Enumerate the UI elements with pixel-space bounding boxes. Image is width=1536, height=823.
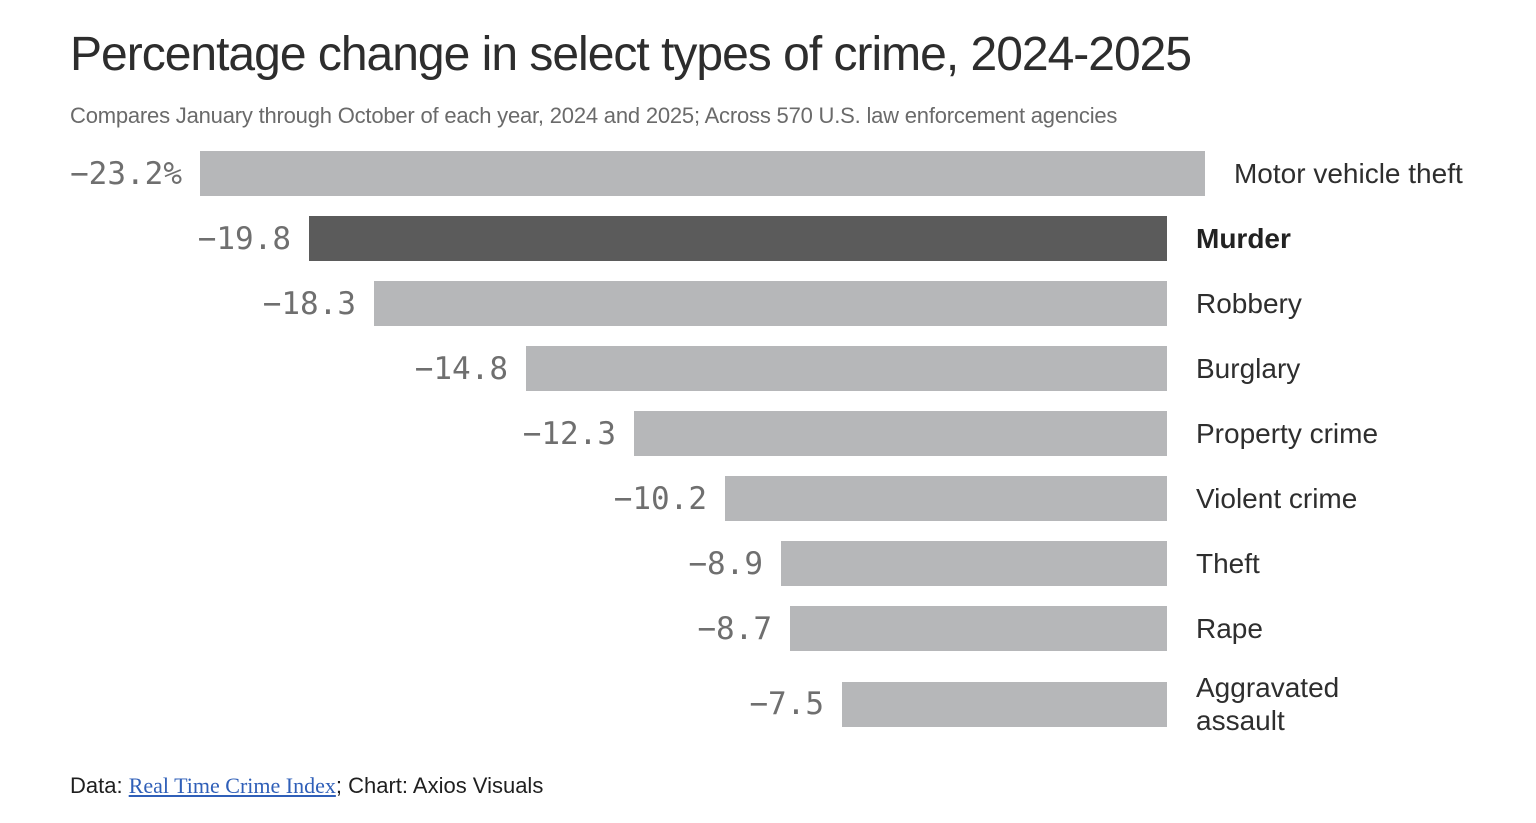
bar <box>199 151 1205 197</box>
bar-category-label: Theft <box>1196 548 1260 580</box>
bar-row: −12.3 Property crime <box>70 401 1490 466</box>
bar <box>842 681 1167 727</box>
bar-value-label: −8.7 <box>697 610 772 647</box>
source-link[interactable]: Real Time Crime Index <box>128 773 336 799</box>
bar <box>781 541 1167 587</box>
bar-category-label: Property crime <box>1196 418 1379 450</box>
footer-credit: ; Chart: Axios Visuals <box>335 773 544 799</box>
bar <box>526 346 1167 392</box>
bar-category-label: Murder <box>1196 223 1291 255</box>
bar-row: −18.3 Robbery <box>70 271 1490 336</box>
bar-category-label: Motor vehicle theft <box>1233 158 1463 190</box>
chart-title: Percentage change in select types of cri… <box>70 28 1192 81</box>
bar-row: −23.2% Motor vehicle theft <box>70 141 1490 206</box>
bar-value-label: −7.5 <box>749 686 824 723</box>
bar-row: −7.5 Aggravated assault <box>70 661 1490 747</box>
bar-value-label: −14.8 <box>414 350 508 387</box>
bar-category-label: Violent crime <box>1196 483 1358 515</box>
bar <box>725 476 1167 522</box>
bar-row: −14.8 Burglary <box>70 336 1490 401</box>
bar-row: −10.2 Violent crime <box>70 466 1490 531</box>
bar-category-label: Burglary <box>1196 353 1301 385</box>
bar-row: −8.7 Rape <box>70 596 1490 661</box>
bar-value-label: −8.9 <box>688 545 763 582</box>
chart-subtitle: Compares January through October of each… <box>70 102 1118 128</box>
bar-value-label: −10.2 <box>613 480 707 517</box>
bar-category-label: Robbery <box>1196 288 1302 320</box>
bar-row: −8.9 Theft <box>70 531 1490 596</box>
bar <box>309 216 1167 262</box>
bar-value-label: −12.3 <box>522 415 616 452</box>
footer-data-prefix: Data: <box>70 773 129 799</box>
bar <box>634 411 1167 457</box>
bar-value-label: −23.2% <box>70 155 182 192</box>
bar-chart: −23.2% Motor vehicle theft −19.8 Murder … <box>70 141 1490 747</box>
bar <box>374 281 1167 327</box>
bar-value-label: −18.3 <box>262 285 356 322</box>
chart-footer: Data: Real Time Crime Index; Chart: Axio… <box>70 773 1490 799</box>
bar <box>790 606 1167 652</box>
bar-row: −19.8 Murder <box>70 206 1490 271</box>
bar-category-label: Aggravated assault <box>1196 672 1340 737</box>
bar-category-label: Rape <box>1196 613 1263 645</box>
bar-value-label: −19.8 <box>197 220 291 257</box>
